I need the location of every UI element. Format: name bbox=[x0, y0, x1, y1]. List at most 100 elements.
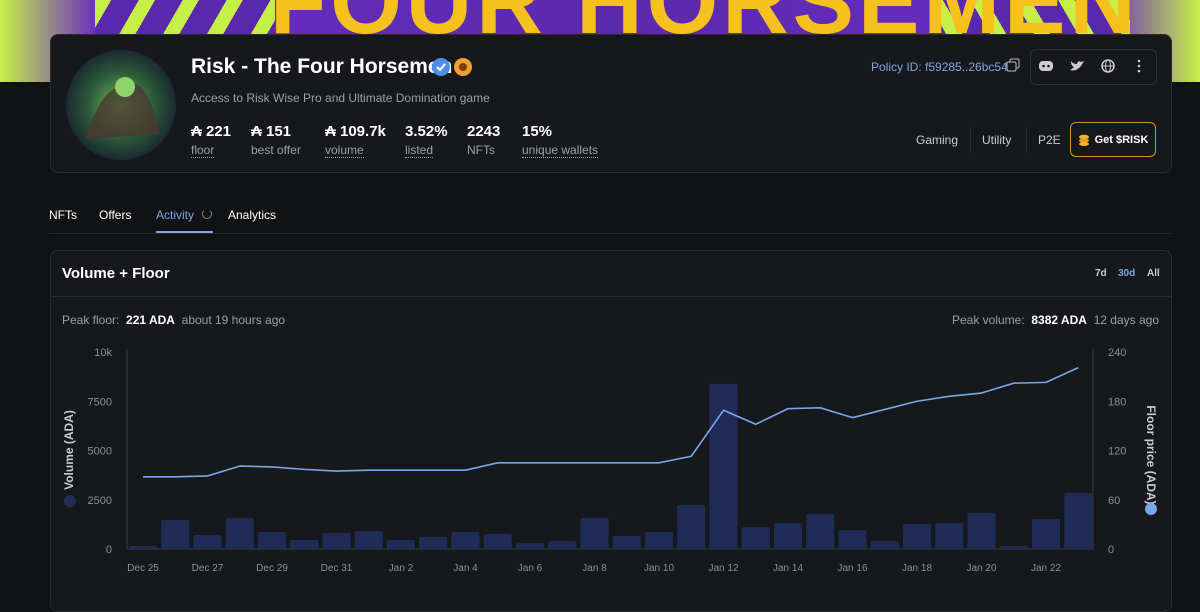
bar bbox=[451, 532, 480, 549]
bar bbox=[483, 534, 512, 549]
range-button[interactable]: 30d bbox=[1118, 268, 1136, 279]
bar bbox=[193, 535, 222, 549]
stat-value: ₳ 151 bbox=[251, 123, 292, 140]
more-button[interactable] bbox=[1124, 50, 1154, 82]
avatar bbox=[66, 50, 176, 160]
chart-panel-title: Volume + Floor bbox=[62, 265, 170, 282]
bar bbox=[806, 513, 835, 549]
bar bbox=[516, 543, 544, 549]
peak-volume-time: 12 days ago bbox=[1093, 313, 1159, 327]
bar bbox=[290, 539, 319, 549]
bar bbox=[548, 541, 577, 549]
x-tick-label: Jan 10 bbox=[644, 563, 674, 574]
x-tick-label: Jan 8 bbox=[582, 563, 607, 574]
stat-value: ₳ 109.7k bbox=[325, 123, 386, 140]
y-tick-label: 5000 bbox=[88, 446, 112, 458]
badges bbox=[432, 58, 472, 76]
y-tick-label: 0 bbox=[106, 544, 112, 556]
tag[interactable]: P2E bbox=[1038, 133, 1061, 147]
x-tick-label: Jan 12 bbox=[708, 563, 738, 574]
range-button[interactable]: 7d bbox=[1095, 268, 1107, 279]
bar bbox=[580, 518, 609, 549]
cta-button[interactable]: Get $RISK bbox=[1070, 122, 1156, 157]
collection-title: Risk - The Four Horsemen bbox=[191, 55, 453, 78]
x-tick-label: Jan 14 bbox=[773, 563, 803, 574]
bar bbox=[258, 532, 286, 549]
tab-underline bbox=[156, 231, 213, 233]
stat-label: NFTs bbox=[467, 143, 495, 157]
legend-dot bbox=[64, 495, 76, 507]
bar bbox=[870, 541, 899, 549]
bar bbox=[709, 383, 738, 549]
stat-label: floor bbox=[191, 143, 215, 158]
y-tick-label: 2500 bbox=[88, 495, 112, 507]
collection-description: Access to Risk Wise Pro and Ultimate Dom… bbox=[191, 91, 490, 105]
bar bbox=[1032, 519, 1060, 549]
stat-value: ₳ 221 bbox=[191, 123, 232, 140]
collection-card bbox=[50, 34, 1172, 173]
tag-divider bbox=[1026, 127, 1027, 153]
tag[interactable]: Gaming bbox=[916, 133, 959, 147]
x-tick-label: Dec 27 bbox=[192, 563, 224, 574]
bar bbox=[129, 546, 157, 549]
refresh-icon[interactable] bbox=[202, 209, 212, 219]
social-buttons bbox=[1030, 49, 1157, 85]
bar bbox=[322, 533, 351, 549]
bar bbox=[1064, 493, 1093, 549]
chart-header-divider bbox=[51, 296, 1171, 297]
tab[interactable]: Analytics bbox=[228, 208, 277, 222]
tab[interactable]: Activity bbox=[156, 208, 195, 222]
bar bbox=[677, 505, 706, 549]
discord-button[interactable] bbox=[1031, 50, 1061, 82]
chart-card bbox=[50, 250, 1172, 612]
bar bbox=[419, 536, 448, 549]
stat-value: 3.52% bbox=[405, 123, 448, 140]
x-tick-label: Jan 18 bbox=[902, 563, 932, 574]
peak-volume-value: 8382 ADA bbox=[1031, 313, 1087, 327]
x-tick-label: Dec 29 bbox=[256, 563, 288, 574]
bar bbox=[774, 522, 802, 549]
copy-icon[interactable] bbox=[1006, 58, 1020, 72]
bar bbox=[903, 523, 931, 549]
peak-floor: Peak floor: 221 ADA about 19 hours ago bbox=[62, 313, 285, 327]
y-tick-label: 10k bbox=[94, 347, 112, 359]
stat-label: listed bbox=[405, 143, 434, 158]
tab[interactable]: Offers bbox=[99, 208, 132, 222]
x-tick-label: Dec 25 bbox=[127, 563, 159, 574]
bar bbox=[387, 540, 415, 549]
x-tick-label: Jan 2 bbox=[389, 563, 414, 574]
y2-tick-label: 60 bbox=[1108, 495, 1120, 507]
tab[interactable]: NFTs bbox=[49, 208, 77, 222]
floor-line bbox=[143, 366, 1079, 478]
peak-volume-label: Peak volume: bbox=[951, 313, 1025, 327]
bar bbox=[999, 546, 1028, 549]
y2-tick-label: 180 bbox=[1108, 396, 1126, 408]
tag[interactable]: Utility bbox=[982, 133, 1012, 147]
peak-volume: Peak volume: 8382 ADA 12 days ago bbox=[952, 313, 1159, 327]
website-button[interactable] bbox=[1093, 50, 1123, 82]
bar bbox=[645, 532, 673, 549]
axis-title: Floor price (ADA) bbox=[1144, 405, 1158, 504]
stat-label: unique wallets bbox=[522, 143, 599, 158]
range-button[interactable]: All bbox=[1147, 268, 1160, 279]
cta-label: Get $RISK bbox=[1094, 133, 1149, 146]
x-tick-label: Jan 16 bbox=[837, 563, 867, 574]
y-tick-label: 7500 bbox=[88, 396, 112, 408]
y2-tick-label: 0 bbox=[1108, 544, 1114, 556]
legend-dot bbox=[1145, 503, 1157, 515]
tag-divider bbox=[970, 127, 971, 153]
policy-id[interactable]: Policy ID: f59285..26bc54 bbox=[871, 60, 1008, 74]
peak-floor-label: Peak floor: bbox=[62, 313, 120, 327]
x-tick-label: Jan 22 bbox=[1031, 563, 1061, 574]
x-tick-label: Jan 6 bbox=[518, 563, 543, 574]
y2-tick-label: 240 bbox=[1108, 347, 1126, 359]
bar bbox=[612, 535, 641, 549]
bar bbox=[967, 512, 996, 549]
stat-value: 15% bbox=[522, 123, 553, 140]
bar bbox=[225, 518, 254, 549]
x-tick-label: Dec 31 bbox=[321, 563, 353, 574]
twitter-button[interactable] bbox=[1062, 50, 1092, 82]
bar bbox=[838, 530, 867, 549]
bar bbox=[935, 522, 964, 549]
